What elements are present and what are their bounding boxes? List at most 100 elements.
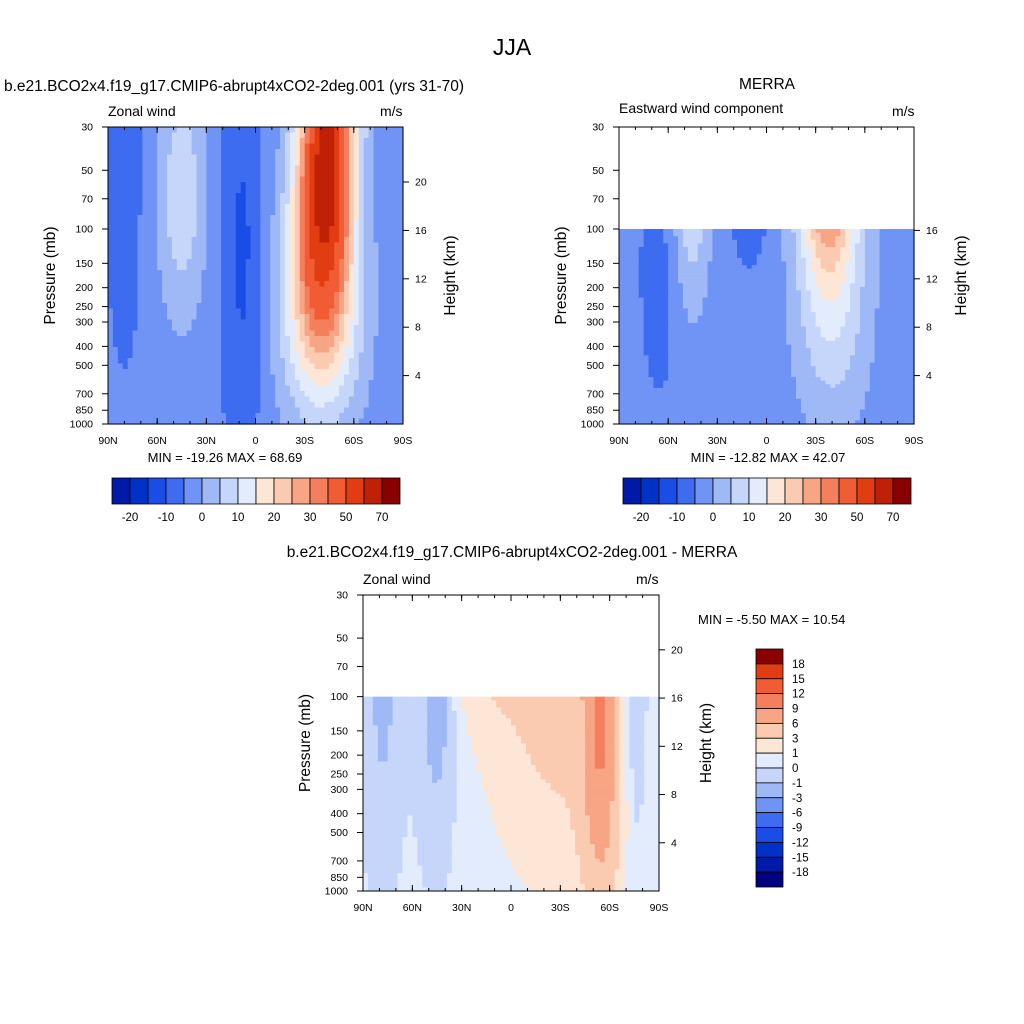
colorbar-diff-swatch: [755, 827, 784, 843]
colorbar-diff: [755, 648, 784, 888]
colorbar-obs-swatch: [856, 477, 876, 505]
panel-obs-ytick-label: 70: [592, 193, 604, 205]
panel-diff-height-tick-label: 16: [671, 693, 683, 705]
colorbar-model: [111, 477, 401, 505]
figure-title: JJA: [492, 34, 532, 60]
panel-diff-ytick-label: 70: [336, 661, 348, 673]
panel-obs-ytick-label: 30: [592, 122, 604, 134]
colorbar-diff-label: 3: [792, 733, 798, 745]
colorbar-diff-label: -6: [792, 808, 802, 820]
panel-obs-xtick-label: 60N: [659, 435, 678, 447]
panel-model-ytick-label: 200: [75, 282, 93, 294]
panel-obs-ytick-label: 50: [592, 165, 604, 177]
colorbar-obs-label: 20: [779, 512, 792, 524]
colorbar-obs-swatch: [838, 477, 858, 505]
panel-diff-ytick-label: 50: [336, 633, 348, 645]
panel-model-ytick-label: 850: [75, 405, 93, 417]
panel-model-height-tick-label: 16: [415, 225, 427, 237]
panel-diff-ytick-label: 500: [330, 827, 348, 839]
colorbar-diff-swatch: [755, 722, 784, 739]
panel-diff-ytick-label: 30: [336, 590, 348, 602]
panel-model-title: b.e21.BCO2x4.f19_g17.CMIP6-abrupt4xCO2-2…: [4, 78, 465, 95]
colorbar-diff-swatch: [755, 648, 784, 665]
panel-diff-ytick-label: 1000: [325, 886, 349, 898]
colorbar-model-swatch: [363, 477, 383, 505]
panel-model-height-tick-label: 20: [415, 177, 427, 189]
panel-model-ytick-label: 300: [75, 317, 93, 329]
panel-diff-xtick-label: 0: [508, 902, 514, 914]
panel-model-xtick-label: 90S: [394, 435, 413, 447]
panel-diff-xtick-label: 90S: [650, 902, 669, 914]
colorbar-obs-swatch: [694, 477, 714, 505]
panel-model-ytick-label: 50: [81, 165, 93, 177]
panel-obs-ytick-label: 250: [586, 301, 604, 313]
panel-model-ytick-label: 500: [75, 360, 93, 372]
panel-obs-y2label: Height (km): [953, 235, 970, 315]
colorbar-obs-swatch: [784, 477, 804, 505]
panel-model-xtick-label: 60S: [344, 435, 363, 447]
panel-model-minmax: MIN = -19.26 MAX = 68.69: [147, 450, 303, 465]
colorbar-model-swatch: [309, 477, 329, 505]
panel-model-ytick-label: 30: [81, 122, 93, 134]
panel-obs-xtick-label: 30S: [806, 435, 825, 447]
colorbar-model-swatch: [201, 477, 221, 505]
panel-obs-field: [619, 228, 915, 425]
colorbar-model-label: 30: [304, 512, 317, 524]
colorbar-model-swatch: [111, 477, 131, 505]
panel-diff-ytick-label: 850: [330, 872, 348, 884]
panel-diff-height-tick-label: 8: [671, 789, 677, 801]
colorbar-diff-swatch: [755, 678, 784, 695]
colorbar-obs-label: 10: [743, 512, 756, 524]
panel-diff-xtick-label: 60S: [600, 902, 619, 914]
panel-diff-minmax: MIN = -5.50 MAX = 10.54: [698, 612, 846, 627]
colorbar-diff-label: 15: [792, 674, 805, 686]
panel-obs-ytick-label: 400: [586, 341, 604, 353]
panel-model-ytick-label: 700: [75, 388, 93, 400]
colorbar-diff-swatch: [755, 841, 784, 858]
colorbar-obs-label: 70: [887, 512, 900, 524]
panel-diff-field: [363, 696, 660, 892]
panel-obs-ytick-label: 100: [586, 223, 604, 235]
colorbar-obs-swatch: [622, 477, 642, 505]
panel-diff-title: b.e21.BCO2x4.f19_g17.CMIP6-abrupt4xCO2-2…: [286, 544, 738, 561]
panel-diff-ytick-label: 400: [330, 808, 348, 820]
colorbar-obs-swatch: [748, 477, 768, 505]
colorbar-diff-swatch: [755, 797, 784, 814]
panel-diff-ytick-label: 250: [330, 768, 348, 780]
panel-diff-xtick-label: 30S: [551, 902, 570, 914]
panel-obs-xtick-label: 90S: [905, 435, 924, 447]
panel-diff-xtick-label: 60N: [403, 902, 422, 914]
colorbar-obs-swatch: [820, 477, 840, 505]
panel-model-ytick-label: 70: [81, 193, 93, 205]
colorbar-obs-label: 50: [851, 512, 864, 524]
panel-diff-ylabel: Pressure (mb): [297, 694, 314, 792]
colorbar-diff-label: -9: [792, 823, 802, 835]
colorbar-model-swatch: [183, 477, 203, 505]
colorbar-obs-swatch: [676, 477, 696, 505]
colorbar-model-swatch: [345, 477, 365, 505]
colorbar-model-label: -10: [158, 512, 175, 524]
colorbar-diff-label: -3: [792, 793, 802, 805]
colorbar-model-swatch: [291, 477, 311, 505]
colorbar-model-swatch: [165, 477, 185, 505]
panel-diff-height-tick-label: 20: [671, 644, 683, 656]
panel-diff-left-label: Zonal wind: [363, 571, 431, 587]
panel-obs-height-tick-label: 4: [926, 370, 932, 382]
panel-diff-height-tick-label: 12: [671, 741, 683, 753]
colorbar-model-swatch: [255, 477, 275, 505]
colorbar-diff-swatch: [755, 737, 784, 754]
colorbar-obs-swatch: [766, 477, 786, 505]
panel-obs-ytick-label: 300: [586, 317, 604, 329]
colorbar-model-swatch: [129, 477, 149, 505]
colorbar-diff-swatch: [755, 856, 784, 873]
colorbar-diff-swatch: [755, 782, 784, 799]
colorbar-obs-label: -10: [669, 512, 686, 524]
colorbar-diff-swatch: [755, 812, 784, 828]
panel-obs-ytick-label: 150: [586, 258, 604, 270]
panel-model-xtick-label: 90N: [98, 435, 117, 447]
panel-model-height-tick-label: 12: [415, 273, 427, 285]
panel-diff-y2label: Height (km): [698, 703, 715, 783]
panel-obs-ytick-label: 850: [586, 405, 604, 417]
colorbar-obs-swatch: [712, 477, 732, 505]
